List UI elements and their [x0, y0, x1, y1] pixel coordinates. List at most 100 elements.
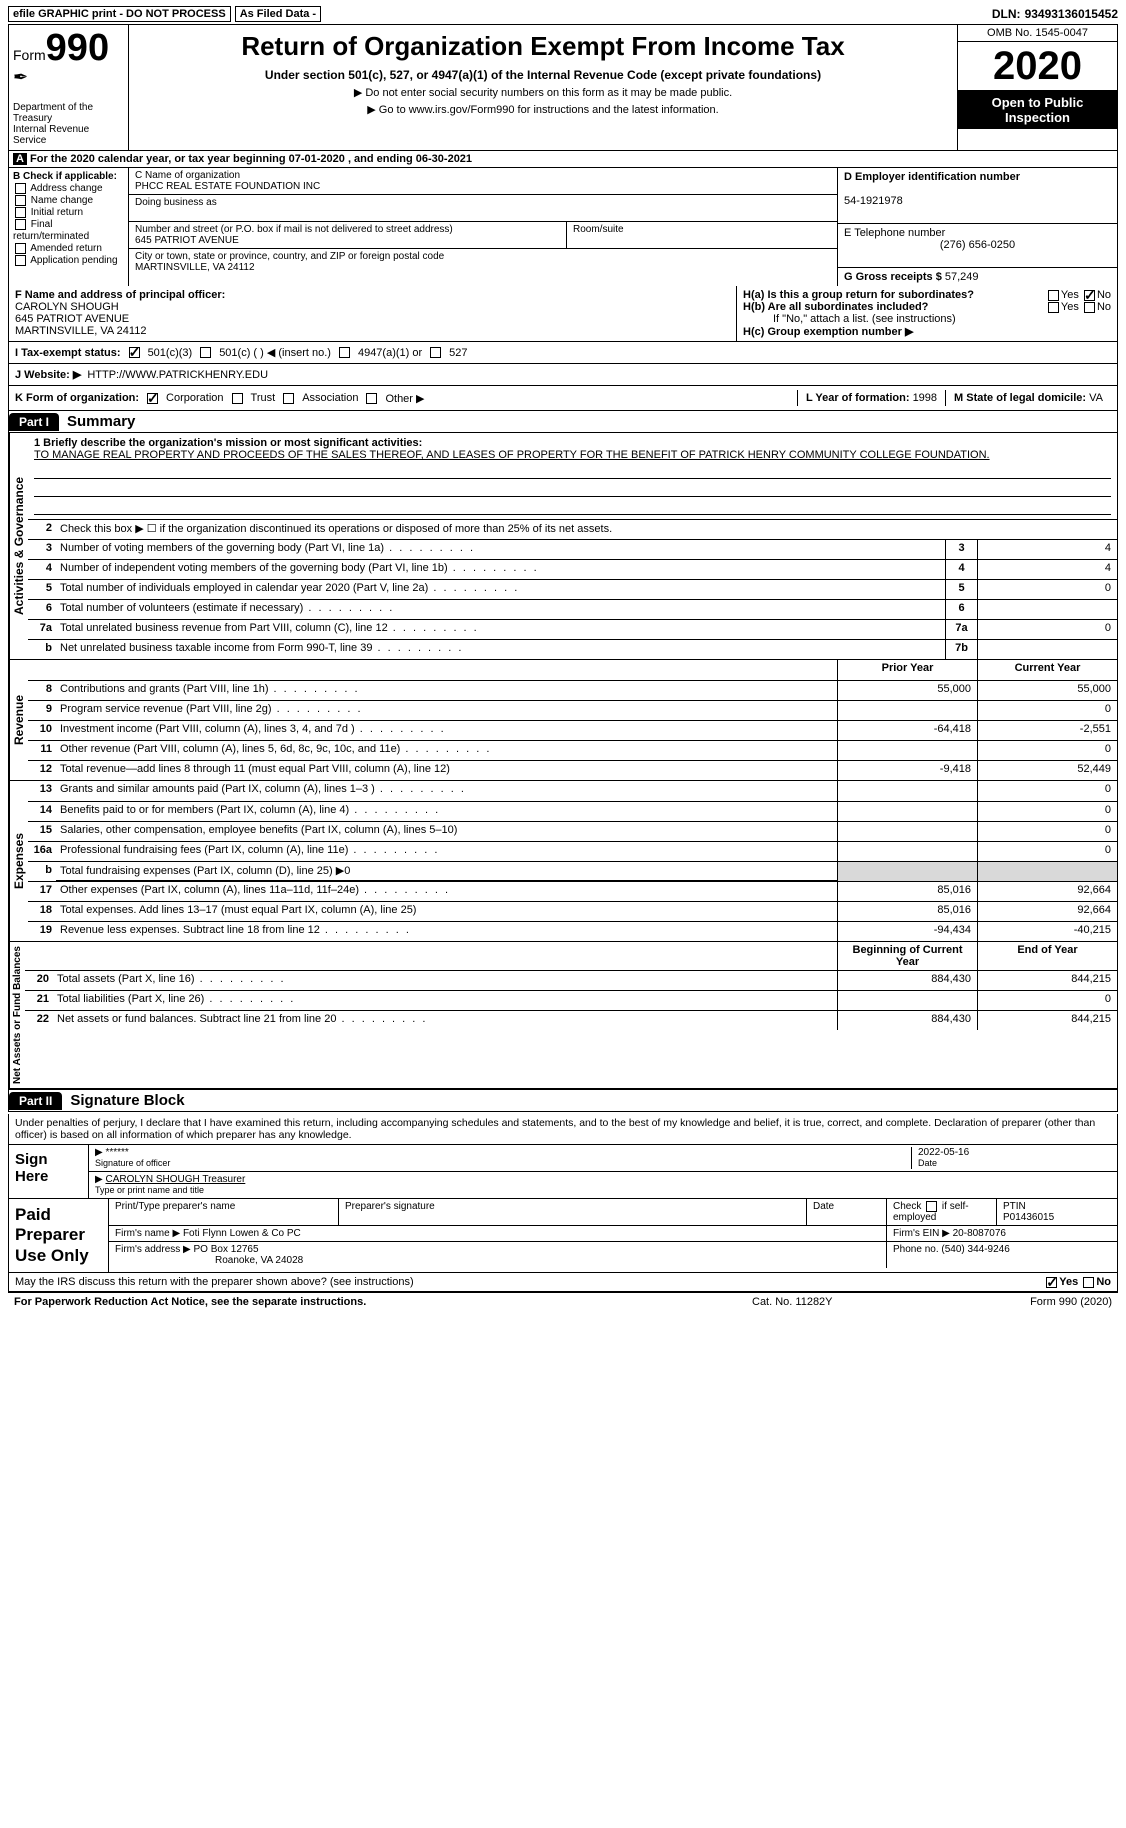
sign-here-label: Sign Here	[9, 1145, 89, 1198]
cb-527[interactable]	[430, 347, 441, 358]
f-label: F Name and address of principal officer:	[15, 289, 225, 301]
line-21: 21Total liabilities (Part X, line 26)0	[25, 990, 1117, 1010]
cb-final-return[interactable]: Final return/terminated	[13, 219, 124, 241]
k-label: K Form of organization:	[15, 392, 139, 404]
cb-501c3[interactable]	[129, 347, 140, 358]
part1-header: Part I Summary	[8, 411, 1118, 433]
page-footer: For Paperwork Reduction Act Notice, see …	[8, 1292, 1118, 1311]
city-cell: City or town, state or province, country…	[129, 249, 837, 275]
cb-self-employed[interactable]	[926, 1201, 937, 1212]
cb-address-change[interactable]: Address change	[13, 183, 124, 194]
sign-here-row: Sign Here ▶ ******Signature of officer 2…	[9, 1144, 1117, 1198]
line-4: 4Number of independent voting members of…	[28, 559, 1117, 579]
tax-year: 2020	[958, 42, 1117, 91]
gross-receipts-cell: G Gross receipts $ 57,249	[838, 268, 1117, 286]
rev-header: Prior YearCurrent Year	[28, 660, 1117, 680]
row-a-label: A	[13, 153, 27, 165]
form-header: Form990 ✒ Department of the Treasury Int…	[8, 25, 1118, 151]
cb-501c[interactable]	[200, 347, 211, 358]
header-grid: B Check if applicable: Address change Na…	[8, 168, 1118, 286]
line-8: 8Contributions and grants (Part VIII, li…	[28, 680, 1117, 700]
ein-label: D Employer identification number	[844, 171, 1020, 183]
phone-label: E Telephone number	[844, 227, 945, 239]
line-10: 10Investment income (Part VIII, column (…	[28, 720, 1117, 740]
addr-value: 645 PATRIOT AVENUE	[135, 235, 239, 246]
f-name: CAROLYN SHOUGH	[15, 301, 119, 313]
ha-no[interactable]	[1084, 290, 1095, 301]
line-19: 19Revenue less expenses. Subtract line 1…	[28, 921, 1117, 941]
prep-row-3: Firm's address ▶ PO Box 12765Roanoke, VA…	[109, 1242, 1117, 1268]
preparer-block: Paid Preparer Use Only Print/Type prepar…	[8, 1199, 1118, 1273]
line-16a: 16aProfessional fundraising fees (Part I…	[28, 841, 1117, 861]
discuss-row: May the IRS discuss this return with the…	[8, 1273, 1118, 1292]
vtab-revenue: Revenue	[9, 660, 28, 780]
line-14: 14Benefits paid to or for members (Part …	[28, 801, 1117, 821]
sig-line-2: ▶ CAROLYN SHOUGH TreasurerType or print …	[89, 1172, 1117, 1198]
line-2: 2Check this box ▶ ☐ if the organization …	[28, 519, 1117, 539]
vtab-governance: Activities & Governance	[9, 433, 28, 659]
col-c: C Name of organization PHCC REAL ESTATE …	[129, 168, 837, 286]
form-word: Form	[13, 47, 46, 63]
open-to-public: Open to Public Inspection	[958, 91, 1117, 129]
hb-label: H(b) Are all subordinates included?	[743, 301, 928, 313]
cb-corp[interactable]	[147, 393, 158, 404]
line-9: 9Program service revenue (Part VIII, lin…	[28, 700, 1117, 720]
dba-label: Doing business as	[135, 197, 217, 208]
discuss-yes[interactable]	[1046, 1277, 1057, 1288]
sect-expenses: Expenses 13Grants and similar amounts pa…	[9, 780, 1117, 941]
row-a: A For the 2020 calendar year, or tax yea…	[8, 151, 1118, 168]
prep-row-2: Firm's name ▶ Foti Flynn Lowen & Co PC F…	[109, 1226, 1117, 1242]
hb-yes[interactable]	[1048, 302, 1059, 313]
vtab-expenses: Expenses	[9, 781, 28, 941]
group-return: H(a) Is this a group return for subordin…	[737, 286, 1117, 341]
title-box: Return of Organization Exempt From Incom…	[129, 25, 957, 150]
form-id-box: Form990 ✒ Department of the Treasury Int…	[9, 25, 129, 150]
row-a-text: For the 2020 calendar year, or tax year …	[30, 153, 472, 165]
phone-value: (276) 656-0250	[844, 239, 1111, 251]
line-20: 20Total assets (Part X, line 16)884,4308…	[25, 970, 1117, 990]
col-b-header: B Check if applicable:	[13, 171, 124, 182]
line-15: 15Salaries, other compensation, employee…	[28, 821, 1117, 841]
col-b: B Check if applicable: Address change Na…	[9, 168, 129, 286]
footer-left: For Paperwork Reduction Act Notice, see …	[14, 1296, 752, 1308]
cb-application-pending[interactable]: Application pending	[13, 255, 124, 266]
form-990-page: efile GRAPHIC print - DO NOT PROCESS As …	[0, 0, 1126, 1317]
cb-initial-return[interactable]: Initial return	[13, 207, 124, 218]
hb-no[interactable]	[1084, 302, 1095, 313]
org-name-cell: C Name of organization PHCC REAL ESTATE …	[129, 168, 837, 195]
form-title: Return of Organization Exempt From Incom…	[139, 31, 947, 62]
cb-other[interactable]	[366, 393, 377, 404]
addr-cell: Number and street (or P.O. box if mail i…	[129, 222, 837, 249]
na-header: Beginning of Current YearEnd of Year	[25, 942, 1117, 970]
footer-right: Form 990 (2020)	[952, 1296, 1112, 1308]
cb-assoc[interactable]	[283, 393, 294, 404]
prep-row-1: Print/Type preparer's name Preparer's si…	[109, 1199, 1117, 1226]
top-bar: efile GRAPHIC print - DO NOT PROCESS As …	[8, 6, 1118, 25]
f-addr2: MARTINSVILLE, VA 24112	[15, 325, 146, 337]
efile-graphic-label: efile GRAPHIC print - DO NOT PROCESS	[8, 6, 231, 22]
discuss-text: May the IRS discuss this return with the…	[15, 1276, 1044, 1288]
line-13: 13Grants and similar amounts paid (Part …	[28, 781, 1117, 801]
gross-value: 57,249	[945, 271, 979, 283]
row-k: K Form of organization: Corporation Trus…	[8, 386, 1118, 411]
ein-cell: D Employer identification number 54-1921…	[838, 168, 1117, 224]
sect-revenue: Revenue Prior YearCurrent Year 8Contribu…	[9, 659, 1117, 780]
line-12: 12Total revenue—add lines 8 through 11 (…	[28, 760, 1117, 780]
city-label: City or town, state or province, country…	[135, 251, 444, 262]
part1-bar: Part I	[9, 413, 59, 431]
ha-yes[interactable]	[1048, 290, 1059, 301]
cb-4947[interactable]	[339, 347, 350, 358]
cb-amended-return[interactable]: Amended return	[13, 243, 124, 254]
gross-label: G Gross receipts $	[844, 271, 942, 283]
cb-trust[interactable]	[232, 393, 243, 404]
cb-name-change[interactable]: Name change	[13, 195, 124, 206]
city-value: MARTINSVILLE, VA 24112	[135, 262, 255, 273]
hb-note: If "No," attach a list. (see instruction…	[743, 313, 1111, 325]
discuss-no[interactable]	[1083, 1277, 1094, 1288]
dept-label: Department of the Treasury Internal Reve…	[13, 102, 124, 146]
org-name-label: C Name of organization	[135, 170, 240, 181]
col-d-e-g: D Employer identification number 54-1921…	[837, 168, 1117, 286]
line-16b: bTotal fundraising expenses (Part IX, co…	[28, 861, 1117, 881]
omb-number: OMB No. 1545-0047	[958, 25, 1117, 42]
line-17: 17Other expenses (Part IX, column (A), l…	[28, 881, 1117, 901]
